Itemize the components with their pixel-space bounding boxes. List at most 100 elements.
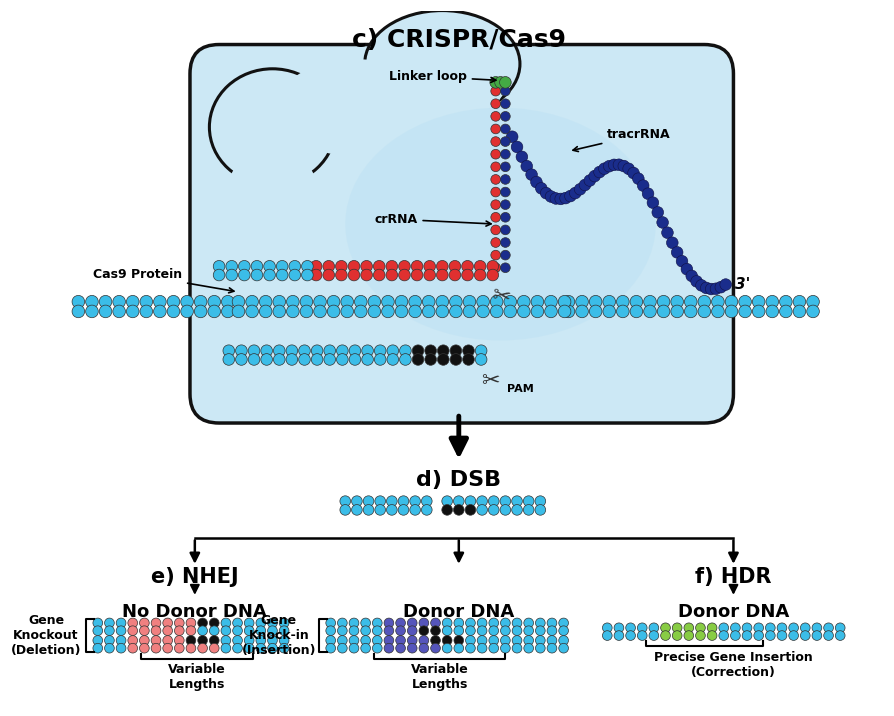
Circle shape [140,296,153,308]
Text: PAM: PAM [507,384,534,394]
Text: ✂: ✂ [490,286,511,309]
Ellipse shape [224,147,321,263]
Circle shape [246,296,258,308]
Circle shape [214,269,225,281]
Circle shape [476,345,487,357]
Circle shape [662,227,673,238]
Circle shape [463,345,475,357]
Circle shape [194,296,207,308]
Ellipse shape [379,44,505,122]
Circle shape [705,284,717,295]
Circle shape [338,618,347,628]
Circle shape [463,296,476,308]
Text: c) CRISPR/Cas9: c) CRISPR/Cas9 [352,28,566,52]
Circle shape [99,305,112,318]
Circle shape [623,163,635,175]
Circle shape [547,626,557,636]
Circle shape [835,623,845,633]
Circle shape [633,173,645,185]
Circle shape [167,305,180,318]
Circle shape [501,626,510,636]
Circle shape [412,354,424,365]
Circle shape [126,305,139,318]
Circle shape [361,643,370,653]
Circle shape [649,631,659,640]
Circle shape [425,354,436,365]
Circle shape [501,225,510,235]
Circle shape [336,354,348,365]
Circle shape [375,505,385,516]
Circle shape [487,261,499,272]
Circle shape [139,636,149,645]
Circle shape [491,150,501,159]
Circle shape [163,618,173,628]
Circle shape [545,190,557,203]
Circle shape [523,495,534,506]
Circle shape [409,505,420,516]
Circle shape [249,345,260,357]
Circle shape [618,160,629,172]
Circle shape [491,213,501,222]
Circle shape [501,238,510,247]
Circle shape [408,618,417,628]
Circle shape [521,160,533,172]
Circle shape [812,631,822,640]
Circle shape [299,345,310,357]
Circle shape [579,179,591,190]
Circle shape [335,261,347,272]
Ellipse shape [345,107,656,341]
Circle shape [594,166,605,178]
Circle shape [524,643,534,653]
Circle shape [105,618,114,628]
Circle shape [340,495,350,506]
Circle shape [395,305,408,318]
Circle shape [386,505,397,516]
Circle shape [105,636,114,645]
Circle shape [712,296,724,308]
Circle shape [696,631,705,640]
Circle shape [661,623,670,633]
Circle shape [512,643,522,653]
Circle shape [465,495,476,506]
Circle shape [475,269,486,281]
Circle shape [279,636,289,645]
Circle shape [348,261,359,272]
Ellipse shape [365,11,520,117]
Circle shape [274,354,285,365]
Circle shape [603,305,616,318]
Circle shape [299,354,310,365]
Circle shape [491,225,501,235]
Circle shape [350,626,358,636]
Circle shape [753,305,765,318]
Circle shape [754,623,763,633]
Circle shape [198,643,207,653]
Circle shape [325,636,335,645]
Circle shape [500,505,510,516]
Text: Donor DNA: Donor DNA [678,603,789,621]
Circle shape [649,623,659,633]
Circle shape [323,261,334,272]
Circle shape [221,618,231,628]
Circle shape [437,354,449,365]
Circle shape [584,175,595,186]
Circle shape [547,643,557,653]
Circle shape [511,141,523,153]
Circle shape [614,631,624,640]
Circle shape [540,188,552,199]
Text: 3': 3' [736,277,751,292]
Text: Linker loop: Linker loop [389,70,496,83]
Circle shape [489,636,499,645]
Circle shape [163,636,173,645]
Circle shape [789,623,798,633]
Circle shape [501,137,510,147]
Circle shape [524,636,534,645]
Circle shape [491,175,501,184]
Circle shape [113,305,125,318]
Circle shape [670,305,684,318]
Circle shape [221,643,231,653]
Circle shape [477,495,487,506]
Circle shape [442,505,452,516]
Circle shape [249,354,260,365]
Circle shape [442,495,452,506]
Circle shape [221,636,231,645]
